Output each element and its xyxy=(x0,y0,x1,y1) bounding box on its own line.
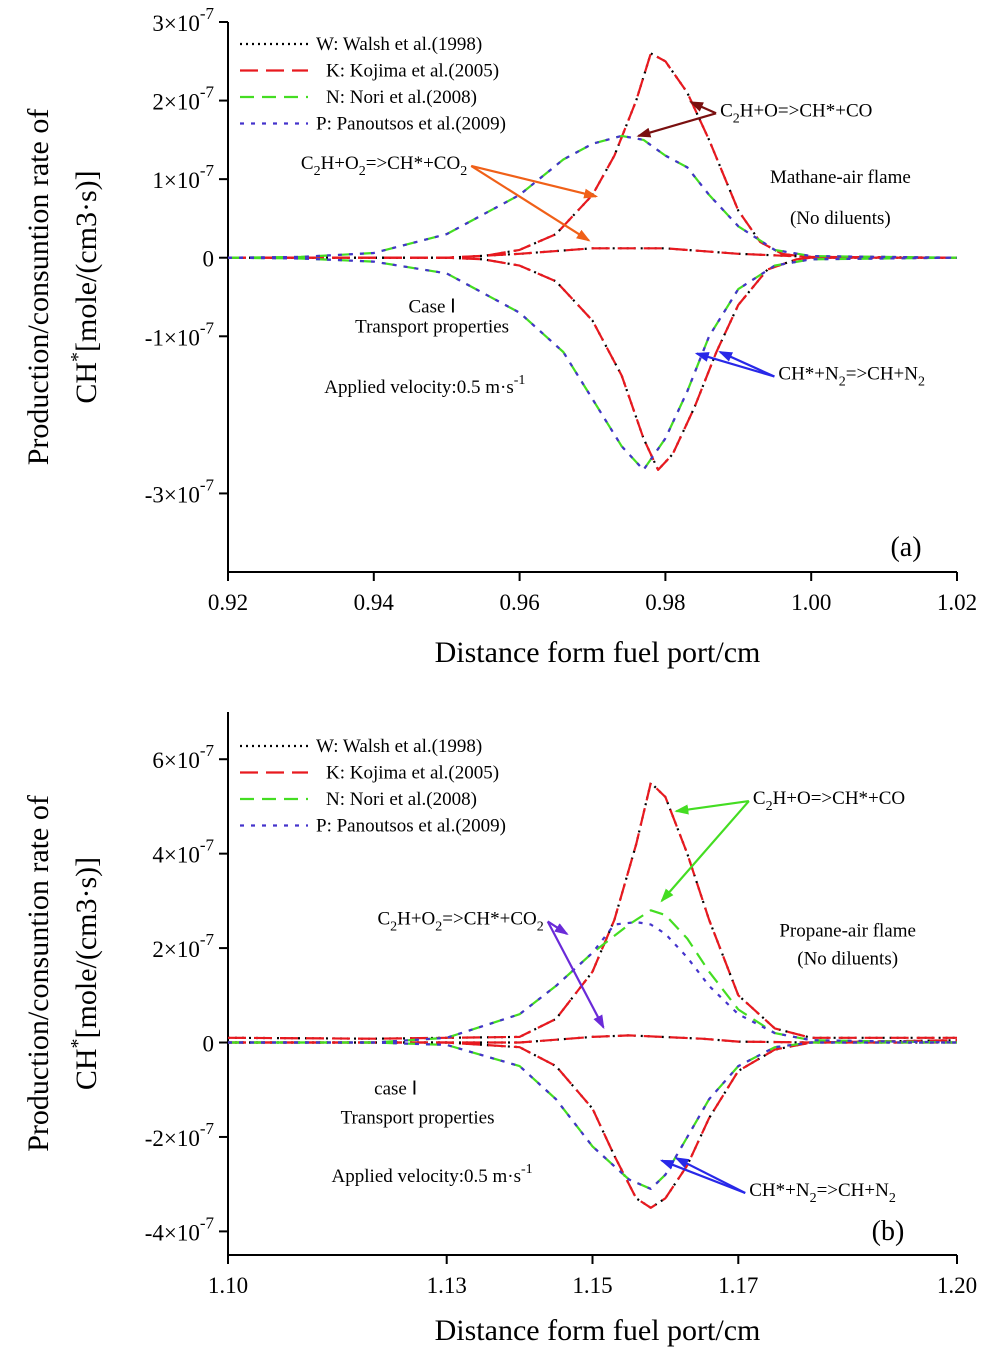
series-line xyxy=(228,1041,957,1209)
series-line xyxy=(228,781,957,1040)
x-tick-label: 1.00 xyxy=(791,590,831,615)
y-axis-label-line1: Production/consuntion rate of xyxy=(22,795,55,1152)
series-group xyxy=(228,781,957,1209)
annotation-text: Mathane-air flame xyxy=(770,167,911,188)
x-tick-label: 1.10 xyxy=(208,1273,248,1298)
y-tick-label: -3×10-7 xyxy=(145,475,215,507)
reaction-arrow xyxy=(718,350,775,378)
series-line xyxy=(228,256,957,471)
series-group xyxy=(228,52,957,471)
annotation-text: Transport properties xyxy=(355,316,509,337)
series-line xyxy=(228,134,957,259)
annotation-text: Transport properties xyxy=(341,1108,495,1129)
y-axis-label-line1: Production/consuntion rate of xyxy=(22,109,55,466)
legend-label: W: Walsh et al.(1998) xyxy=(316,34,482,55)
y-tick-label: 0 xyxy=(203,247,215,272)
reaction-label: C2H+O=>CH*+CO xyxy=(720,100,872,126)
x-tick-label: 1.20 xyxy=(937,1273,977,1298)
reaction-arrow xyxy=(689,101,717,115)
legend-label: K: Kojima et al.(2005) xyxy=(326,61,499,82)
x-tick-label: 1.02 xyxy=(937,590,977,615)
reaction-arrow xyxy=(547,920,569,936)
reaction-arrow xyxy=(674,799,750,815)
annotation-text: Propane-air flame xyxy=(779,920,916,941)
y-tick-label: -4×10-7 xyxy=(145,1213,215,1245)
panel-label: (a) xyxy=(890,532,921,563)
x-tick-label: 0.92 xyxy=(208,590,248,615)
panel-label: (b) xyxy=(872,1216,905,1247)
x-tick-label: 0.96 xyxy=(499,590,539,615)
reaction-arrow xyxy=(660,800,750,903)
y-tick-label: 2×10-7 xyxy=(152,930,214,962)
annotation-text: Applied velocity:0.5 m·s-1 xyxy=(332,1162,533,1187)
reaction-arrow xyxy=(674,1157,746,1194)
legend-label: P: Panoutsos et al.(2009) xyxy=(316,114,506,135)
reaction-label: CH*+N2=>CH+N2 xyxy=(778,364,925,390)
y-tick-label: 2×10-7 xyxy=(152,83,214,115)
reaction-arrow xyxy=(470,164,599,199)
reaction-label: C2H+O2=>CH*+CO2 xyxy=(377,908,543,934)
y-tick-label: 0 xyxy=(203,1032,215,1057)
legend-label: W: Walsh et al.(1998) xyxy=(316,736,482,757)
x-tick-label: 1.15 xyxy=(572,1273,612,1298)
reaction-label: C2H+O=>CH*+CO xyxy=(753,788,905,814)
annotation-text: Case Ⅰ xyxy=(408,297,455,318)
x-tick-label: 1.13 xyxy=(427,1273,467,1298)
x-tick-label: 1.17 xyxy=(718,1273,758,1298)
annotation-text: (No diluents) xyxy=(790,208,891,229)
x-axis-label: Distance form fuel port/cm xyxy=(435,636,761,669)
reaction-label: CH*+N2=>CH+N2 xyxy=(749,1180,896,1206)
series-line xyxy=(228,1041,957,1190)
legend-label: N: Nori et al.(2008) xyxy=(326,789,477,810)
y-tick-label: -2×10-7 xyxy=(145,1119,215,1151)
x-axis-label: Distance form fuel port/cm xyxy=(435,1314,761,1347)
series-line xyxy=(228,247,957,259)
chart-panel-b: 1.10 1.13 1.15 1.17 1.20 6×10-7 4×10-7 2×10-7 0 -… xyxy=(22,712,977,1347)
reaction-arrow xyxy=(546,920,605,1030)
y-tick-label: -1×10-7 xyxy=(145,318,215,350)
y-axis-label-line2: CH*[mole/(cm3·s)] xyxy=(67,170,103,403)
legend-label: K: Kojima et al.(2005) xyxy=(326,763,499,784)
series-line xyxy=(228,1034,957,1044)
x-tick-label: 0.94 xyxy=(354,590,395,615)
y-tick-label: 1×10-7 xyxy=(152,161,214,193)
chart-panel-a: 0.92 0.94 0.96 0.98 1.00 1.02 3×10-7 2×10-7 1×10… xyxy=(22,4,977,669)
y-axis-label-line2: CH*[mole/(cm3·s)] xyxy=(67,857,103,1090)
legend-label: P: Panoutsos et al.(2009) xyxy=(316,816,506,837)
x-tick-label: 0.98 xyxy=(645,590,685,615)
y-tick-label: 6×10-7 xyxy=(152,741,214,773)
annotation-text: (No diluents) xyxy=(797,949,898,970)
reaction-label: C2H+O2=>CH*+CO2 xyxy=(301,153,467,179)
y-tick-label: 4×10-7 xyxy=(152,836,214,868)
reaction-arrow xyxy=(694,352,775,378)
y-tick-label: 3×10-7 xyxy=(152,4,214,36)
annotation-text: Applied velocity:0.5 m·s-1 xyxy=(324,373,525,398)
annotation-text: case Ⅰ xyxy=(374,1078,417,1099)
legend-label: N: Nori et al.(2008) xyxy=(326,87,477,108)
reaction-arrow xyxy=(470,164,591,242)
reaction-arrow xyxy=(659,1159,746,1195)
reaction-arrow xyxy=(636,112,717,138)
